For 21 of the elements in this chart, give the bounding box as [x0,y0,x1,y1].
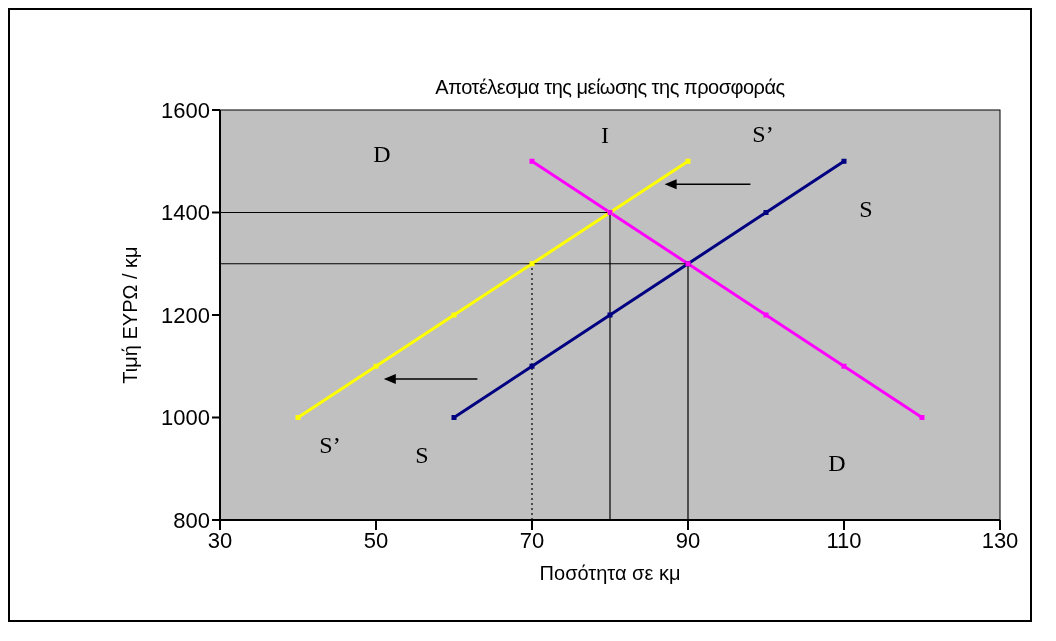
y-tick-label: 1000 [161,405,210,431]
x-tick-label: 110 [826,527,862,553]
text: D [828,450,846,477]
x-tick-label: 30 [207,527,233,553]
y-tick-label: 1600 [161,97,210,123]
y-tick-label: 1400 [161,200,210,226]
y-axis-title: Τιμή ΕΥΡΩ / κμ [119,246,142,384]
y-tick-label: 1200 [161,302,210,328]
x-axis-title: Ποσότητα σε κμ [539,562,681,584]
x-tick-label: 90 [675,527,701,553]
text: S [859,195,873,222]
x-tick-label: 50 [363,527,389,553]
series-label: S’ [319,432,341,459]
text: D [373,140,391,167]
series-label: S [415,442,429,469]
x-tick-label: 70 [519,527,545,553]
y-tick-label: 800 [173,507,210,533]
annotation: I [601,122,609,149]
text: S’ [752,120,774,147]
x-tick-label: 130 [981,527,1019,553]
chart-title: Αποτέλεσμα της μείωσης της προσφοράς [434,76,786,99]
